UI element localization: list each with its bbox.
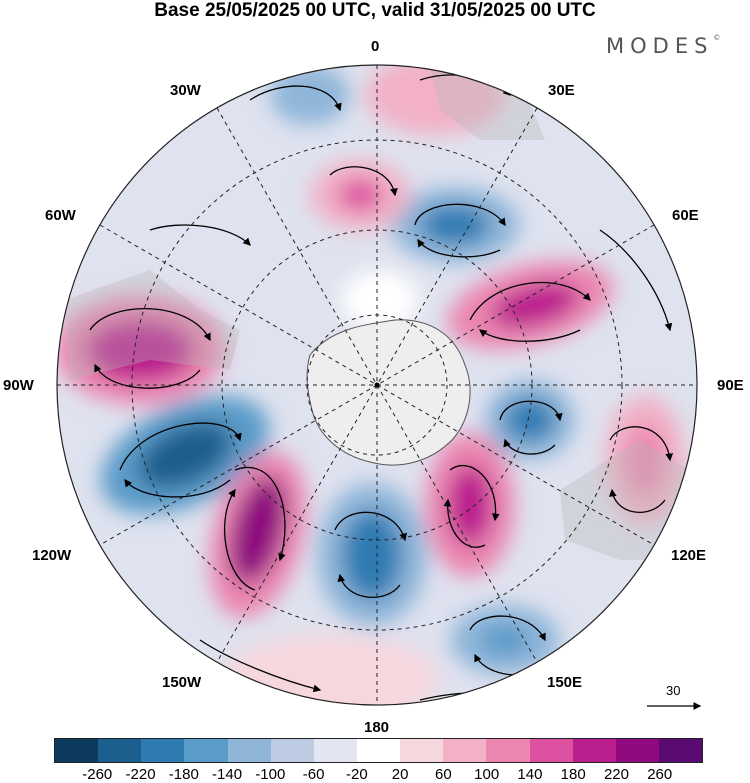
lon-label-60e: 60E (672, 207, 699, 224)
colorbar-swatch (486, 739, 530, 762)
colorbar-tick-label: 60 (435, 766, 452, 783)
map-disk (57, 65, 697, 705)
lon-label-30e: 30E (548, 82, 575, 99)
colorbar-swatch (400, 739, 444, 762)
lon-label-150w: 150W (162, 674, 202, 691)
brand-text: MODES (606, 34, 714, 58)
graticule (57, 65, 697, 705)
colorbar-tick-label: -220 (125, 766, 156, 783)
colorbar-swatch (313, 739, 357, 762)
lon-label-60w: 60W (45, 207, 76, 224)
reference-vector-label: 30 (666, 683, 681, 698)
lon-label-120w: 120W (32, 547, 72, 564)
antarctica-landmass (306, 319, 471, 466)
map-border (56, 64, 698, 706)
colorbar-tick-label: -260 (82, 766, 113, 783)
colorbar-tick-label: 260 (647, 766, 673, 783)
lon-label-120e: 120E (671, 547, 707, 564)
colorbar-swatch (98, 739, 142, 762)
colorbar (54, 738, 703, 763)
colorbar-swatch (270, 739, 314, 762)
colorbar-tick-label: 140 (517, 766, 543, 783)
lon-label-30w: 30W (170, 82, 201, 99)
colorbar-swatch (658, 739, 703, 762)
colorbar-tick-label: 100 (474, 766, 500, 783)
colorbar-swatch (356, 739, 401, 762)
map-title: Base 25/05/2025 00 UTC, valid 31/05/2025… (154, 0, 596, 21)
south-america-landmass (65, 270, 240, 380)
colorbar-swatch (615, 739, 659, 762)
lon-label-150e: 150E (547, 674, 583, 691)
colorbar-swatch (184, 739, 228, 762)
wind-streamlines (89, 74, 674, 702)
lon-label-180: 180 (364, 719, 390, 736)
colorbar-tick-label: 180 (560, 766, 586, 783)
colorbar-tick-label: -60 (302, 766, 325, 783)
colorbar-swatch (55, 739, 99, 762)
lon-label-0: 0 (371, 38, 380, 55)
copyright-mark: © (713, 34, 721, 42)
colorbar-swatch (141, 739, 185, 762)
lon-label-90e: 90E (717, 377, 744, 394)
colorbar-tick-label: 20 (391, 766, 409, 783)
south-pole-marker (374, 382, 380, 388)
colorbar-tick-label: -100 (255, 766, 286, 783)
lon-label-90w: 90W (3, 377, 34, 394)
colorbar-tick-label: 220 (603, 766, 629, 783)
colorbar-tick-label: -20 (346, 766, 368, 783)
colorbar-swatch (443, 739, 487, 762)
colorbar-tick-label: -140 (212, 766, 243, 783)
colorbar-swatch (529, 739, 573, 762)
colorbar-swatch (572, 739, 616, 762)
colorbar-tick-label: -180 (168, 766, 199, 783)
colorbar-swatch (227, 739, 271, 762)
modes-logo: MODES© (606, 34, 720, 58)
